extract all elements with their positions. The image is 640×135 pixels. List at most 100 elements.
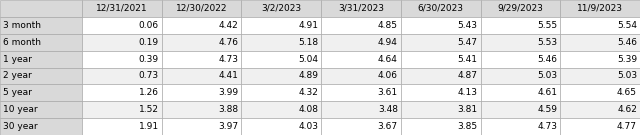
Text: 6 month: 6 month — [3, 38, 41, 47]
Text: 3.97: 3.97 — [218, 122, 239, 131]
Text: 3.88: 3.88 — [218, 105, 239, 114]
Text: 5.41: 5.41 — [458, 55, 477, 64]
Bar — [560, 68, 640, 84]
Bar — [0, 68, 82, 84]
Bar — [82, 34, 162, 51]
Text: 5.43: 5.43 — [458, 21, 477, 30]
Text: 3/31/2023: 3/31/2023 — [338, 4, 384, 13]
Text: 12/30/2022: 12/30/2022 — [176, 4, 227, 13]
Bar — [0, 17, 82, 34]
Bar — [321, 17, 401, 34]
Bar — [401, 51, 481, 68]
Text: 9/29/2023: 9/29/2023 — [497, 4, 543, 13]
Text: 5.03: 5.03 — [537, 71, 557, 80]
Text: 3 month: 3 month — [3, 21, 41, 30]
Text: 4.06: 4.06 — [378, 71, 398, 80]
Bar — [0, 34, 82, 51]
Bar — [241, 34, 321, 51]
Bar — [481, 118, 560, 135]
Bar — [241, 118, 321, 135]
Text: 4.61: 4.61 — [538, 88, 557, 97]
Text: 4.64: 4.64 — [378, 55, 398, 64]
Text: 1.26: 1.26 — [139, 88, 159, 97]
Bar — [241, 84, 321, 101]
Bar — [0, 101, 82, 118]
Bar — [401, 118, 481, 135]
Bar — [0, 84, 82, 101]
Bar — [82, 84, 162, 101]
Text: 4.91: 4.91 — [298, 21, 318, 30]
Text: 3.81: 3.81 — [458, 105, 477, 114]
Bar — [321, 34, 401, 51]
Bar — [560, 101, 640, 118]
Text: 12/31/2021: 12/31/2021 — [96, 4, 148, 13]
Text: 5.46: 5.46 — [538, 55, 557, 64]
Bar — [162, 101, 241, 118]
Bar — [481, 84, 560, 101]
Bar — [481, 34, 560, 51]
Text: 1.52: 1.52 — [139, 105, 159, 114]
Text: 0.39: 0.39 — [139, 55, 159, 64]
Bar — [321, 68, 401, 84]
Text: 4.94: 4.94 — [378, 38, 398, 47]
Text: 5.55: 5.55 — [537, 21, 557, 30]
Text: 5.47: 5.47 — [458, 38, 477, 47]
Text: 1.91: 1.91 — [139, 122, 159, 131]
Text: 3.67: 3.67 — [378, 122, 398, 131]
Bar — [162, 51, 241, 68]
Text: 4.13: 4.13 — [458, 88, 477, 97]
Bar — [162, 34, 241, 51]
Text: 4.85: 4.85 — [378, 21, 398, 30]
Bar — [82, 0, 162, 17]
Text: 4.41: 4.41 — [218, 71, 239, 80]
Bar — [560, 51, 640, 68]
Text: 1 year: 1 year — [3, 55, 32, 64]
Bar — [241, 51, 321, 68]
Bar — [82, 101, 162, 118]
Bar — [0, 51, 82, 68]
Text: 3.48: 3.48 — [378, 105, 398, 114]
Bar — [321, 0, 401, 17]
Bar — [560, 34, 640, 51]
Bar — [560, 84, 640, 101]
Bar — [82, 51, 162, 68]
Text: 4.42: 4.42 — [219, 21, 239, 30]
Text: 4.73: 4.73 — [538, 122, 557, 131]
Text: 5.53: 5.53 — [537, 38, 557, 47]
Text: 0.19: 0.19 — [139, 38, 159, 47]
Text: 4.62: 4.62 — [617, 105, 637, 114]
Text: 30 year: 30 year — [3, 122, 38, 131]
Bar — [82, 68, 162, 84]
Bar — [401, 0, 481, 17]
Text: 4.76: 4.76 — [218, 38, 239, 47]
Bar — [162, 68, 241, 84]
Text: 4.87: 4.87 — [458, 71, 477, 80]
Text: 2 year: 2 year — [3, 71, 32, 80]
Text: 3/2/2023: 3/2/2023 — [261, 4, 301, 13]
Text: 4.32: 4.32 — [298, 88, 318, 97]
Bar — [0, 0, 82, 17]
Bar — [321, 101, 401, 118]
Text: 4.73: 4.73 — [218, 55, 239, 64]
Bar — [321, 84, 401, 101]
Bar — [241, 101, 321, 118]
Bar — [401, 68, 481, 84]
Bar — [560, 17, 640, 34]
Text: 5.03: 5.03 — [617, 71, 637, 80]
Bar — [401, 34, 481, 51]
Bar — [162, 0, 241, 17]
Bar — [481, 101, 560, 118]
Text: 4.08: 4.08 — [298, 105, 318, 114]
Bar — [481, 17, 560, 34]
Text: 0.73: 0.73 — [139, 71, 159, 80]
Bar — [82, 17, 162, 34]
Text: 6/30/2023: 6/30/2023 — [418, 4, 464, 13]
Bar — [241, 0, 321, 17]
Bar — [401, 84, 481, 101]
Text: 3.61: 3.61 — [378, 88, 398, 97]
Bar — [241, 68, 321, 84]
Text: 11/9/2023: 11/9/2023 — [577, 4, 623, 13]
Text: 4.77: 4.77 — [617, 122, 637, 131]
Bar — [481, 68, 560, 84]
Text: 3.85: 3.85 — [458, 122, 477, 131]
